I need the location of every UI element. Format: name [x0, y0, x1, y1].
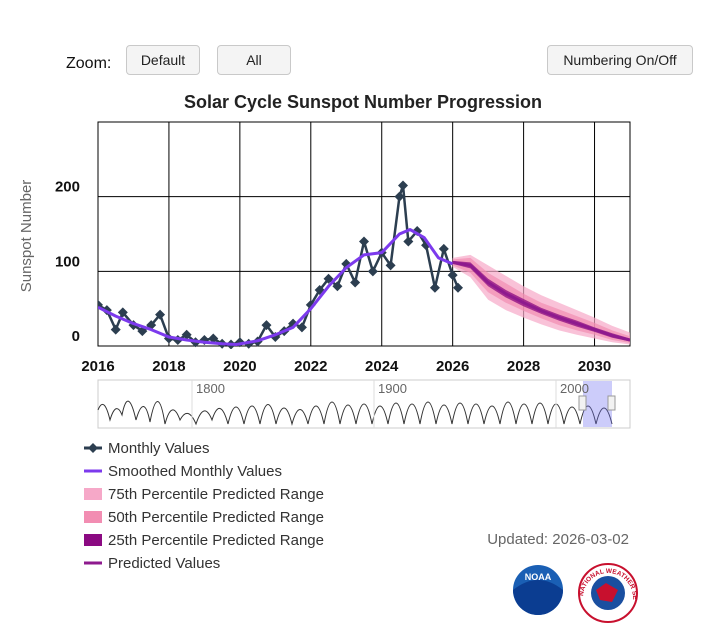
x-tick-label: 2020: [223, 358, 256, 375]
data-point: [261, 320, 272, 331]
x-tick-label: 2016: [81, 358, 114, 375]
nws-logo-center: [591, 576, 625, 610]
data-point: [421, 240, 432, 251]
legend: Monthly Values Smoothed Monthly Values 75t…: [84, 440, 324, 572]
nws-logo-mark: [596, 583, 618, 602]
series-line: [452, 260, 630, 342]
data-point: [452, 282, 463, 293]
data-point: [350, 277, 361, 288]
data-point: [226, 339, 236, 349]
legend-label: 50th Percentile Predicted Range: [108, 509, 324, 526]
data-point: [163, 333, 174, 344]
y-tick-label: 200: [55, 179, 80, 196]
data-point: [155, 309, 166, 320]
y-tick-label: 0: [72, 328, 80, 345]
data-point: [323, 273, 334, 284]
data-point: [305, 299, 316, 310]
data-point: [296, 322, 307, 333]
data-point: [403, 236, 414, 247]
data-point: [252, 336, 263, 347]
data-point: [288, 318, 299, 329]
legend-swatch: [84, 488, 102, 500]
data-point: [101, 305, 112, 316]
data-point: [199, 335, 210, 346]
navigator-tick-label: 1900: [378, 381, 407, 396]
data-point: [376, 247, 387, 258]
navigator: [97, 379, 631, 429]
zoom-label: Zoom:: [66, 55, 112, 72]
data-point: [172, 335, 183, 346]
data-point: [447, 270, 458, 281]
legend-label: 75th Percentile Predicted Range: [108, 486, 324, 503]
y-axis-label: Sunspot Number: [18, 180, 35, 293]
x-tick-label: 2022: [294, 358, 327, 375]
x-tick-label: 2026: [436, 358, 469, 375]
noaa-text: NOAA: [525, 572, 552, 582]
navigator-line: [97, 400, 613, 426]
data-point: [181, 329, 192, 340]
data-point: [394, 191, 405, 202]
nws-text: NATIONAL WEATHER SERVICE: [0, 0, 638, 600]
data-point: [217, 338, 228, 349]
data-point: [128, 320, 139, 331]
legend-label: 25th Percentile Predicted Range: [108, 532, 324, 549]
data-point: [190, 337, 201, 348]
series-layer: [98, 180, 630, 349]
data-point: [234, 337, 245, 348]
navigator-handle[interactable]: [607, 395, 616, 411]
data-point: [412, 226, 423, 237]
navigator-handle[interactable]: [578, 395, 587, 411]
data-point: [332, 281, 343, 292]
noaa-logo-lower: [513, 580, 563, 615]
data-point: [243, 338, 254, 349]
data-point: [438, 243, 449, 254]
data-point: [341, 258, 352, 269]
data-point: [270, 332, 281, 343]
legend-marker: [88, 443, 98, 453]
chart-title: Solar Cycle Sunspot Number Progression: [184, 92, 542, 112]
x-tick-label: 2024: [365, 358, 399, 375]
data-point: [137, 326, 148, 337]
noaa-logo: [513, 565, 563, 615]
updated-text: Updated: 2026-03-02: [487, 531, 629, 548]
numbering-button[interactable]: Numbering On/Off: [547, 45, 693, 75]
y-tick-label: 100: [55, 253, 80, 270]
x-tick-label: 2030: [578, 358, 611, 375]
data-point: [429, 282, 440, 293]
legend-label: Predicted Values: [108, 555, 220, 572]
nws-text-path: NATIONAL WEATHER SERVICE: [0, 0, 638, 600]
data-point: [314, 285, 325, 295]
x-tick-label: 2018: [152, 358, 185, 375]
predicted-range: [452, 257, 630, 344]
data-point: [110, 324, 121, 335]
navigator-selection[interactable]: [583, 381, 612, 427]
data-point: [385, 260, 396, 271]
data-point: [98, 299, 103, 310]
legend-label: Monthly Values: [108, 440, 209, 457]
plot-area: 0 100 200 2016 2018 2020 2022 2024 2026 2028 2030: [55, 121, 631, 375]
data-point: [279, 326, 290, 337]
x-tick-label: 2028: [507, 358, 540, 375]
series-line: [98, 228, 454, 347]
nws-logo: [578, 563, 638, 623]
data-point: [208, 333, 219, 344]
plot-frame: [97, 121, 631, 347]
data-point: [398, 180, 409, 191]
predicted-range: [452, 254, 630, 345]
data-point: [117, 307, 128, 318]
all-button[interactable]: All: [217, 45, 291, 75]
predicted-range: [452, 260, 630, 342]
navigator-tick-label: 1800: [196, 381, 225, 396]
navigator-tick-label: 2000: [560, 381, 589, 396]
data-point: [146, 320, 157, 331]
legend-swatch: [84, 534, 102, 546]
legend-label: Smoothed Monthly Values: [108, 463, 282, 480]
data-point: [359, 236, 369, 247]
data-point: [367, 266, 378, 277]
series-line: [98, 184, 460, 346]
legend-swatch: [84, 511, 102, 523]
default-button[interactable]: Default: [126, 45, 200, 75]
